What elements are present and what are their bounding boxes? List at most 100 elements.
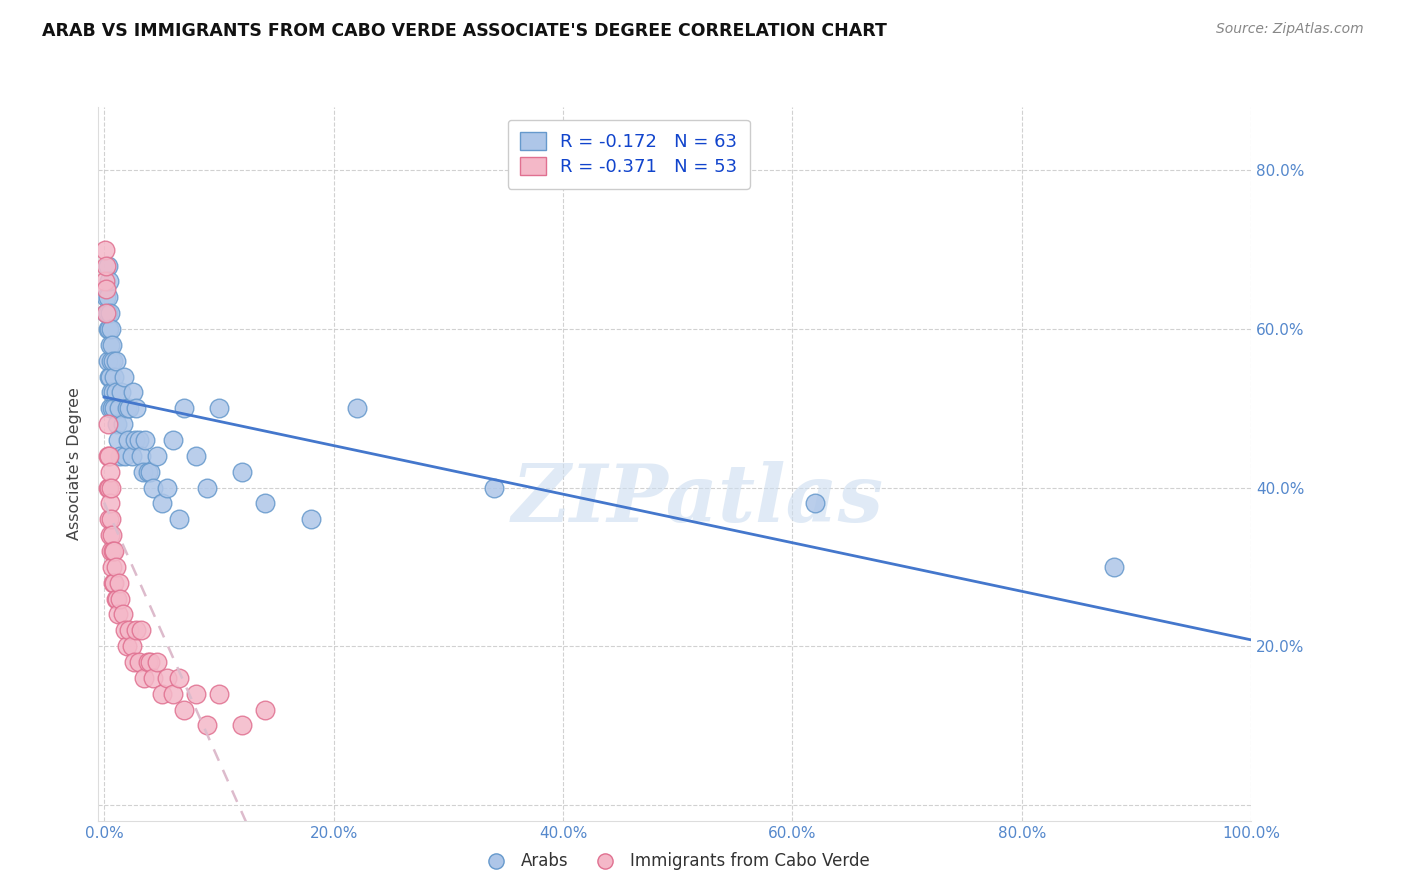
Point [97,369,120,384]
Point [96,259,118,273]
Point [110,449,132,463]
Point [94,243,117,257]
Point [114,449,136,463]
Legend: Arabs, Immigrants from Cabo Verde: Arabs, Immigrants from Cabo Verde [472,846,877,877]
Point [97,306,120,320]
Point [97,275,120,289]
Point [96,290,118,304]
Point [103,385,125,400]
Point [103,544,125,558]
Point [97,353,120,368]
Point [162,433,184,447]
Point [101,560,124,574]
Point [173,401,195,416]
Point [125,401,148,416]
Point [115,639,138,653]
Point [97,481,120,495]
Point [114,624,136,638]
Point [98,306,121,320]
Point [346,401,368,416]
Point [98,338,121,352]
Point [103,369,125,384]
Point [299,512,322,526]
Point [146,655,169,669]
Point [97,259,120,273]
Point [110,591,132,606]
Point [167,671,190,685]
Point [146,449,169,463]
Point [208,401,231,416]
Point [103,544,125,558]
Point [136,655,159,669]
Point [139,465,162,479]
Point [98,465,121,479]
Text: Source: ZipAtlas.com: Source: ZipAtlas.com [1216,22,1364,37]
Point [101,401,124,416]
Point [1102,560,1125,574]
Point [231,465,253,479]
Point [97,449,120,463]
Point [103,575,125,590]
Point [117,433,139,447]
Point [98,369,121,384]
Point [139,655,162,669]
Text: ARAB VS IMMIGRANTS FROM CABO VERDE ASSOCIATE'S DEGREE CORRELATION CHART: ARAB VS IMMIGRANTS FROM CABO VERDE ASSOC… [42,22,887,40]
Point [184,687,207,701]
Point [167,512,190,526]
Point [112,369,135,384]
Y-axis label: Associate's Degree: Associate's Degree [67,387,83,541]
Point [98,496,121,510]
Point [104,385,127,400]
Point [162,687,184,701]
Point [150,496,173,510]
Point [101,338,124,352]
Point [156,671,179,685]
Point [208,687,231,701]
Point [253,496,276,510]
Point [184,449,207,463]
Point [121,639,143,653]
Point [98,401,121,416]
Text: ZIPatlas: ZIPatlas [512,461,884,538]
Point [105,417,128,432]
Point [132,465,155,479]
Point [97,417,120,432]
Point [100,322,122,336]
Point [108,401,131,416]
Point [142,671,165,685]
Point [134,671,156,685]
Point [118,624,141,638]
Point [197,481,219,495]
Point [100,385,122,400]
Point [101,528,124,542]
Point [98,528,121,542]
Point [96,306,118,320]
Point [142,481,165,495]
Point [97,481,120,495]
Point [122,655,145,669]
Point [103,575,125,590]
Point [121,385,143,400]
Point [118,401,141,416]
Point [100,353,122,368]
Point [121,449,143,463]
Point [111,417,134,432]
Point [100,544,122,558]
Point [104,560,127,574]
Point [482,481,505,495]
Point [97,290,120,304]
Point [804,496,827,510]
Point [150,687,173,701]
Point [108,575,131,590]
Point [97,512,120,526]
Point [100,512,122,526]
Point [104,591,127,606]
Point [107,607,129,622]
Point [97,322,120,336]
Point [129,449,152,463]
Point [103,401,125,416]
Point [105,591,128,606]
Point [136,465,159,479]
Point [134,433,156,447]
Point [128,655,150,669]
